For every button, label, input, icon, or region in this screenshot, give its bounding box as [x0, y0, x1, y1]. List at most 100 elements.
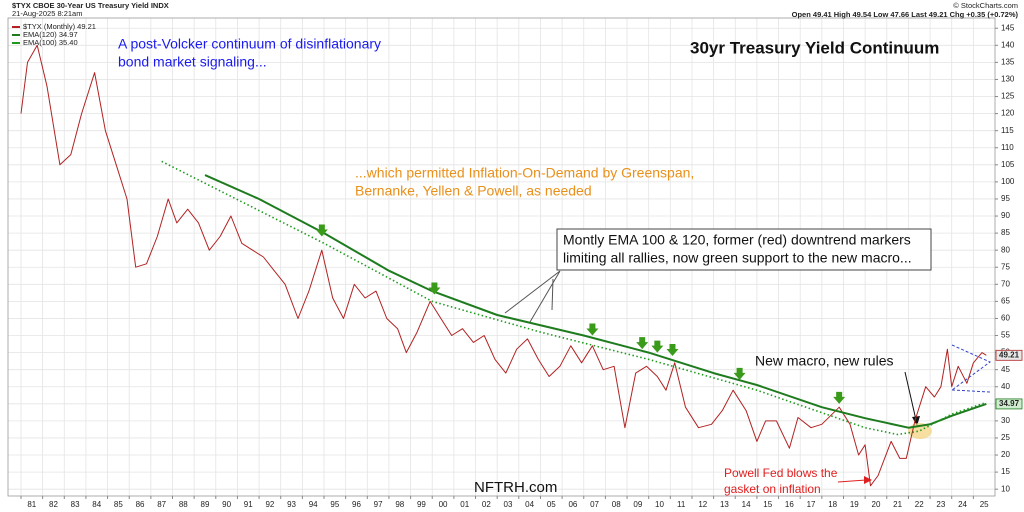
- callout-line: [504, 270, 561, 323]
- y-tick-label: 115: [1001, 126, 1014, 135]
- y-tick-label: 20: [1001, 450, 1010, 459]
- y-tick-label: 120: [1001, 109, 1015, 118]
- x-tick-label: 81: [27, 500, 36, 509]
- x-tick-label: 82: [49, 500, 58, 509]
- x-tick-label: 84: [92, 500, 101, 509]
- x-tick-label: 06: [568, 500, 577, 509]
- x-tick-label: 86: [136, 500, 145, 509]
- y-tick-label: 110: [1001, 143, 1014, 152]
- y-tick-label: 40: [1001, 382, 1010, 391]
- trend-marker: [586, 323, 599, 336]
- y-tick-label: 100: [1001, 177, 1015, 186]
- annotation: bond market signaling...: [118, 54, 267, 70]
- x-tick-label: 08: [612, 500, 621, 509]
- legend-label: $TYX (Monthly) 49.21: [23, 22, 96, 31]
- x-tick-label: 96: [352, 500, 361, 509]
- trend-marker: [315, 224, 328, 237]
- annotation: Montly EMA 100 & 120, former (red) downt…: [563, 232, 911, 248]
- trend-marker: [636, 337, 649, 350]
- x-tick-label: 10: [655, 500, 664, 509]
- x-tick-label: 94: [309, 500, 318, 509]
- grid: [8, 18, 995, 496]
- x-tick-label: 21: [893, 500, 902, 509]
- annotation: New macro, new rules: [755, 353, 894, 369]
- credit: © StockCharts.com: [953, 1, 1018, 10]
- x-tick-label: 00: [439, 500, 448, 509]
- quote: Open 49.41 High 49.54 Low 47.66 Last 49.…: [792, 10, 1019, 19]
- annotation: Bernanke, Yellen & Powell, as needed: [355, 183, 592, 199]
- y-tick-label: 85: [1001, 228, 1010, 237]
- annotation: A post-Volcker continuum of disinflation…: [118, 36, 381, 52]
- watermark: NFTRH.com: [474, 479, 557, 496]
- annotation: Powell Fed blows the: [724, 466, 838, 480]
- y-tick-label: 135: [1001, 57, 1015, 66]
- x-tick-label: 14: [742, 500, 751, 509]
- trend-marker: [833, 391, 846, 404]
- series-line: [161, 160, 987, 436]
- x-tick-label: 95: [330, 500, 339, 509]
- y-tick-label: 95: [1001, 194, 1010, 203]
- legend-label: EMA(120) 34.97: [23, 30, 78, 39]
- legend-label: EMA(100) 35.40: [23, 38, 78, 47]
- y-tick-label: 15: [1001, 467, 1010, 476]
- x-tick-label: 18: [828, 500, 837, 509]
- x-tick-label: 92: [265, 500, 274, 509]
- x-tick-label: 11: [677, 500, 686, 509]
- x-tick-label: 05: [547, 500, 556, 509]
- y-tick-label: 65: [1001, 296, 1010, 305]
- x-tick-label: 01: [460, 500, 469, 509]
- y-tick-label: 105: [1001, 160, 1015, 169]
- pattern-line: [951, 344, 991, 393]
- y-tick-label: 140: [1001, 40, 1015, 49]
- x-tick-label: 20: [872, 500, 881, 509]
- y-tick-label: 70: [1001, 279, 1010, 288]
- arrow: [904, 371, 917, 421]
- symbol: $TYX CBOE 30-Year US Treasury Yield INDX: [12, 1, 169, 10]
- y-tick-label: 45: [1001, 365, 1010, 374]
- annotation: ...which permitted Inflation-On-Demand b…: [355, 165, 694, 181]
- x-tick-label: 97: [374, 500, 383, 509]
- x-tick-label: 93: [287, 500, 296, 509]
- x-tick-label: 09: [633, 500, 642, 509]
- series-line: [20, 44, 987, 487]
- x-tick-label: 07: [590, 500, 599, 509]
- series-line: [204, 174, 987, 429]
- date: 21-Aug-2025 8:21am: [12, 9, 82, 18]
- y-tick-label: 30: [1001, 416, 1010, 425]
- trend-marker: [666, 344, 679, 357]
- x-tick-label: 17: [807, 500, 816, 509]
- x-tick-label: 04: [525, 500, 534, 509]
- value-badge: [995, 398, 1023, 410]
- value-badge-label: 49.21: [999, 350, 1020, 359]
- chart-title: 30yr Treasury Yield Continuum: [690, 38, 939, 57]
- x-tick-label: 13: [720, 500, 729, 509]
- y-tick-label: 130: [1001, 75, 1015, 84]
- arrow-head: [864, 476, 872, 484]
- x-tick-label: 88: [179, 500, 188, 509]
- value-badge: [995, 349, 1023, 361]
- plot-border: [7, 17, 996, 497]
- annotation: limiting all rallies, now green support …: [563, 250, 912, 266]
- x-tick-label: 02: [482, 500, 491, 509]
- trend-marker: [651, 340, 664, 353]
- x-tick-label: 15: [763, 500, 772, 509]
- x-tick-label: 24: [958, 500, 967, 509]
- y-tick-label: 90: [1001, 211, 1010, 220]
- x-tick-label: 91: [244, 500, 253, 509]
- y-tick-label: 80: [1001, 245, 1010, 254]
- x-tick-label: 98: [395, 500, 404, 509]
- y-tick-label: 60: [1001, 314, 1010, 323]
- x-tick-label: 87: [157, 500, 166, 509]
- trend-marker: [428, 282, 441, 295]
- value-badge-label: 34.97: [999, 399, 1020, 408]
- x-tick-label: 03: [504, 500, 513, 509]
- trend-marker: [733, 367, 746, 380]
- y-tick-label: 25: [1001, 433, 1010, 442]
- y-tick-label: 145: [1001, 23, 1015, 32]
- x-tick-label: 19: [850, 500, 859, 509]
- x-tick-label: 90: [222, 500, 231, 509]
- annotation-box: [556, 228, 932, 271]
- x-tick-label: 16: [785, 500, 794, 509]
- y-tick-label: 10: [1001, 484, 1010, 493]
